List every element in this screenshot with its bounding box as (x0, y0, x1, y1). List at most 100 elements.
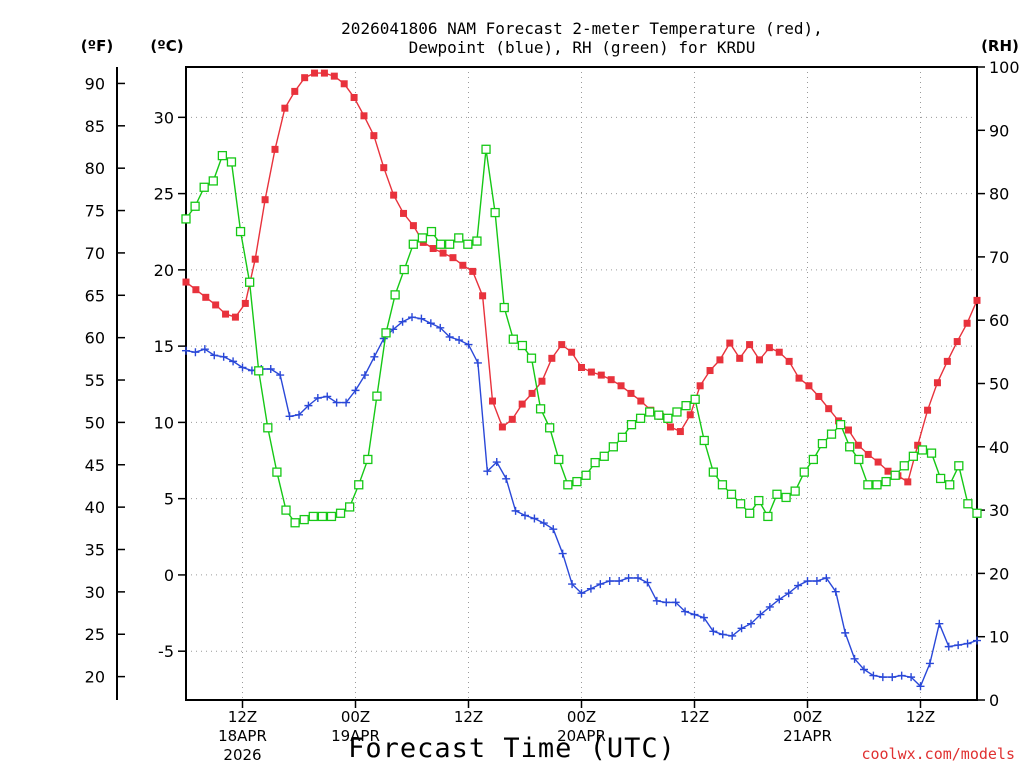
dewpoint-point (313, 393, 322, 402)
plot-frame (185, 66, 978, 701)
x-axis-label: Forecast Time (UTC) (348, 733, 676, 764)
dewpoint-point (775, 595, 784, 604)
temperature-point (182, 278, 190, 286)
dewpoint-point (747, 619, 755, 628)
rh-point (445, 239, 455, 249)
celsius-tick-label: 10 (154, 413, 174, 432)
x-tick-label: 12Z (906, 708, 935, 726)
rh-point (872, 480, 882, 490)
dewpoint-point (812, 577, 821, 586)
rh-point (335, 508, 346, 518)
dewpoint-point (511, 506, 520, 515)
rh-point (835, 419, 846, 430)
dewpoint-point (408, 313, 416, 322)
rh-point (881, 476, 891, 487)
temperature-point (291, 87, 299, 95)
dewpoint-point (888, 673, 897, 682)
rh-point (763, 511, 773, 522)
dewpoint-point (285, 412, 294, 421)
dewpoint-point (615, 577, 624, 586)
rh-point (654, 410, 664, 420)
fahrenheit-tick-label: 25 (85, 625, 105, 644)
dewpoint-point (897, 671, 906, 680)
dewpoint-point (549, 525, 558, 534)
rh-point (244, 277, 255, 287)
temperature-point (775, 348, 783, 356)
dewpoint-point (266, 365, 275, 374)
fahrenheit-axis-unit: (ºF) (81, 37, 113, 55)
dewpoint-point (925, 659, 934, 668)
dewpoint-point (426, 319, 435, 328)
dewpoint-point (869, 671, 878, 680)
celsius-tick-label: 20 (154, 261, 174, 280)
rh-point (899, 461, 909, 471)
dewpoint-point (323, 392, 332, 401)
rh-point (808, 454, 818, 465)
temperature-point (202, 293, 210, 301)
fahrenheit-tick-label: 65 (85, 286, 105, 305)
dewpoint-point (191, 348, 200, 357)
temperature-point (844, 426, 852, 434)
rh-point (181, 214, 191, 224)
rh-tick-label: 70 (989, 248, 1009, 267)
rh-point (199, 182, 209, 192)
rh-tick-label: 0 (989, 691, 999, 710)
dewpoint-point (963, 639, 972, 648)
rh-point (972, 508, 982, 518)
rh-point (490, 207, 500, 218)
dewpoint-point (944, 642, 953, 651)
temperature-point (696, 382, 704, 390)
fahrenheit-tick-label: 90 (85, 74, 105, 93)
temperature-point (479, 292, 487, 300)
rh-point (263, 423, 273, 433)
temperature-point (825, 405, 833, 413)
temperature-point (627, 389, 635, 397)
temperature-point (241, 299, 249, 307)
fahrenheit-tick-label: 45 (85, 456, 105, 475)
temperature-point (360, 112, 368, 120)
dewpoint-point (455, 336, 464, 345)
rh-point (363, 454, 373, 465)
rh-tick-label: 40 (989, 438, 1009, 457)
temperature-point (449, 254, 457, 262)
rh-point (645, 407, 655, 417)
rh-point (254, 366, 264, 376)
chart-title-line1: 2026041806 NAM Forecast 2-meter Temperat… (341, 19, 823, 38)
temperature-point (676, 428, 684, 436)
dewpoint-point (624, 573, 633, 582)
rh-point (699, 435, 709, 446)
temperature-point (489, 397, 497, 405)
temperature-point (963, 319, 971, 327)
x-tick-label: 12Z (680, 708, 709, 726)
dewpoint-point (539, 519, 548, 528)
temperature-point (340, 80, 348, 88)
celsius-tick-label: 5 (164, 490, 174, 509)
dewpoint-point (643, 578, 652, 587)
fahrenheit-tick-label: 70 (85, 244, 105, 263)
rh-point (963, 499, 973, 509)
fahrenheit-tick-label: 40 (85, 498, 105, 517)
dewpoint-point (229, 357, 238, 366)
dewpoint-point (662, 598, 671, 607)
rh-point (672, 407, 682, 417)
x-tick-year-label: 2026 (223, 746, 261, 764)
rh-tick-label: 60 (989, 311, 1009, 330)
grid-lines (186, 67, 977, 700)
temperature-point (666, 423, 674, 431)
temperature-point (805, 382, 813, 390)
rh-point (581, 470, 591, 480)
celsius-tick-label: 0 (164, 566, 174, 585)
rh-line (185, 149, 978, 524)
rh-tick-label: 50 (989, 375, 1009, 394)
rh-point (799, 467, 809, 477)
rh-point (317, 511, 328, 522)
rh-point (499, 302, 509, 313)
dewpoint-point (295, 410, 303, 419)
rh-point (508, 334, 518, 344)
temperature-point (617, 382, 625, 390)
rh-point (663, 413, 673, 423)
temperature-point (637, 397, 645, 405)
temperature-point (498, 423, 506, 431)
rh-point (563, 480, 573, 490)
